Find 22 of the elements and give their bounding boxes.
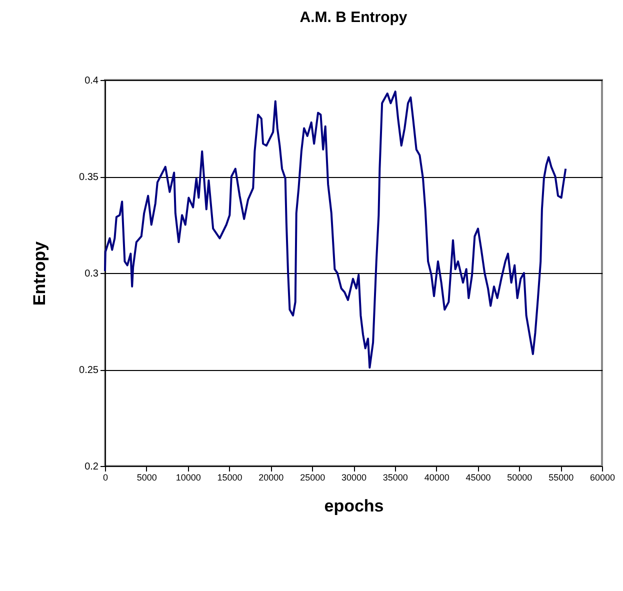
x-tick-label: 20000 <box>258 472 284 482</box>
y-tick-label: 0.35 <box>79 172 99 183</box>
y-tick-label: 0.3 <box>84 268 99 280</box>
x-axis-title: epochs <box>324 496 384 516</box>
x-tick-label: 60000 <box>590 472 616 482</box>
x-tick-label: 50000 <box>507 472 532 482</box>
x-tick-label: 40000 <box>424 472 450 482</box>
line-series <box>104 90 567 369</box>
x-tick-label: 15000 <box>217 472 242 482</box>
chart-title: A.M. B Entropy <box>300 9 408 26</box>
x-tick-label: 45000 <box>466 472 491 482</box>
x-tick-label: 25000 <box>300 472 326 482</box>
y-axis-title: Entropy <box>30 240 50 306</box>
x-tick-label: 5000 <box>136 472 157 482</box>
x-tick-label: 10000 <box>176 472 201 482</box>
x-tick-label: 55000 <box>548 472 574 482</box>
x-tick-label: 0 <box>102 472 108 482</box>
y-tick-label: 0.25 <box>79 365 99 376</box>
y-tick-label: 0.4 <box>84 76 99 86</box>
y-tick-label: 0.2 <box>84 462 99 472</box>
x-tick-label: 30000 <box>341 472 367 482</box>
x-tick-label: 35000 <box>382 472 408 482</box>
